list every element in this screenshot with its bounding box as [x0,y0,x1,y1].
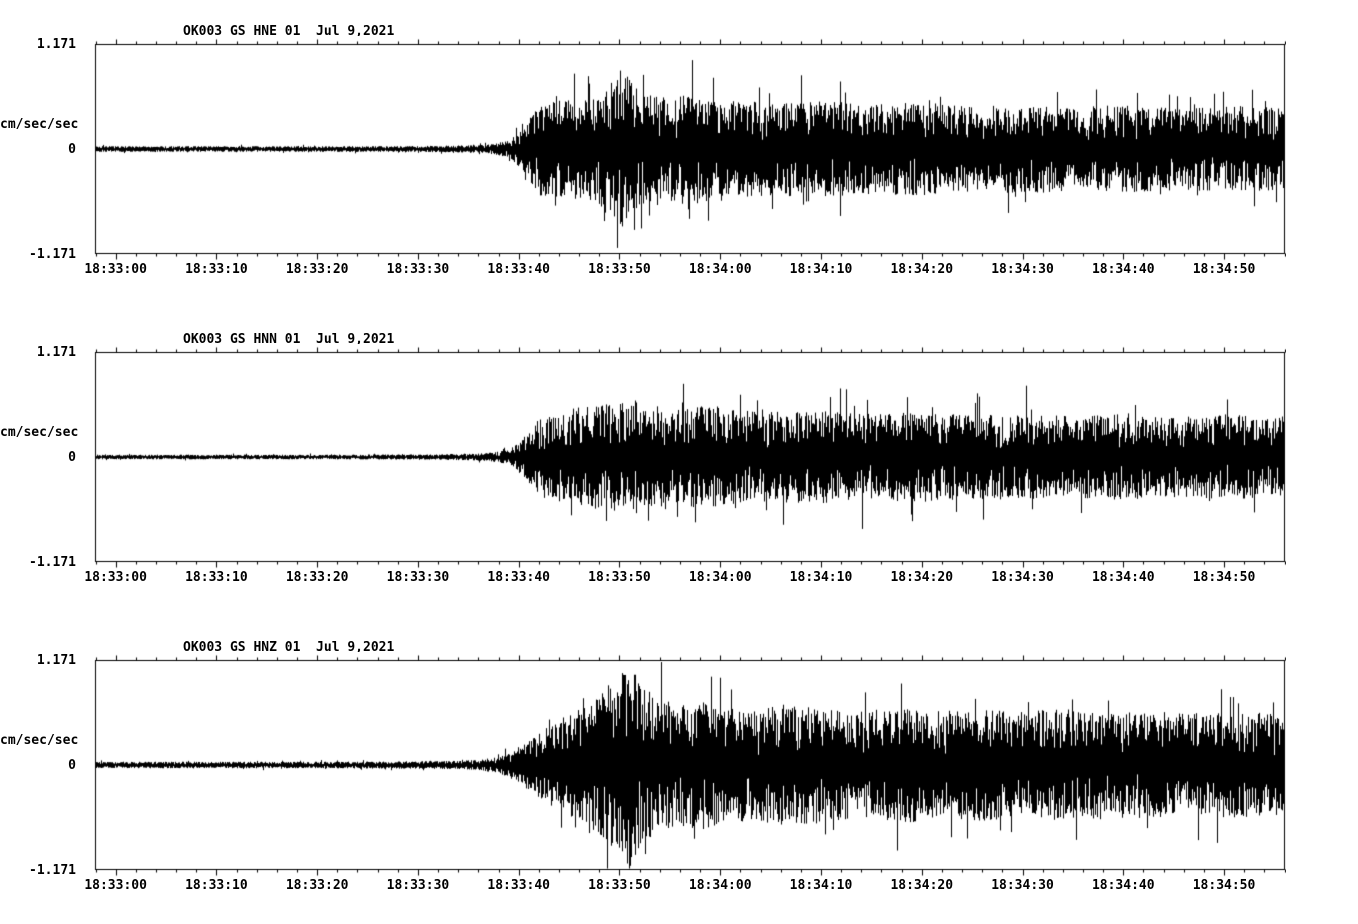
panel-title: OK003_GS_HNZ_01 Jul 9,2021 [183,640,395,655]
x-tick-label: 18:33:20 [285,262,349,277]
y-tick-label-zero: 0 [68,450,76,465]
x-tick-label: 18:33:20 [285,878,349,893]
waveform-canvas-hnn [94,344,1286,570]
seismogram-panel-hnz: OK003_GS_HNZ_01 Jul 9,2021 1.171 cm/sec/… [0,616,1358,924]
x-tick-label: 18:34:40 [1091,878,1155,893]
waveform-canvas-hne [94,36,1286,262]
seismogram-panel-hnn: OK003_GS_HNN_01 Jul 9,2021 1.171 cm/sec/… [0,308,1358,616]
x-tick-label: 18:34:30 [991,262,1054,277]
x-tick-label: 18:34:10 [789,262,853,277]
x-tick-label: 18:34:50 [1192,262,1256,277]
x-tick-label: 18:34:50 [1192,570,1256,585]
y-tick-label-zero: 0 [68,142,76,157]
x-axis-labels: 18:33:00 18:33:10 18:33:20 18:33:30 18:33:40… [0,262,1358,280]
x-tick-label: 18:34:00 [688,878,752,893]
y-tick-label-max: 1.171 [36,345,76,360]
x-tick-label: 18:33:30 [386,262,450,277]
x-tick-label: 18:33:00 [84,570,147,585]
y-tick-label-zero: 0 [68,758,76,773]
x-tick-label: 18:34:30 [991,570,1054,585]
x-tick-label: 18:33:50 [588,570,651,585]
y-tick-label-max: 1.171 [36,653,76,668]
x-tick-label: 18:33:10 [185,878,248,893]
waveform-canvas-hnz [94,652,1286,878]
x-tick-label: 18:33:30 [386,570,450,585]
x-tick-label: 18:33:50 [588,878,651,893]
y-axis-unit-label: cm/sec/sec [0,425,79,440]
x-tick-label: 18:34:20 [890,570,954,585]
y-tick-label-max: 1.171 [36,37,76,52]
x-axis-labels: 18:33:00 18:33:10 18:33:20 18:33:30 18:33:40… [0,878,1358,896]
x-tick-label: 18:33:40 [487,262,551,277]
x-tick-label: 18:34:50 [1192,878,1256,893]
x-tick-label: 18:34:30 [991,878,1054,893]
x-tick-label: 18:34:10 [789,570,853,585]
x-tick-label: 18:34:10 [789,878,853,893]
x-tick-label: 18:33:20 [285,570,349,585]
x-axis-labels: 18:33:00 18:33:10 18:33:20 18:33:30 18:33:40… [0,570,1358,588]
x-tick-label: 18:33:50 [588,262,651,277]
x-tick-label: 18:33:40 [487,878,551,893]
x-tick-label: 18:33:40 [487,570,551,585]
x-tick-label: 18:34:40 [1091,262,1155,277]
x-tick-label: 18:33:30 [386,878,450,893]
y-tick-label-min: -1.171 [29,247,76,262]
y-axis-unit-label: cm/sec/sec [0,117,79,132]
x-tick-label: 18:34:40 [1091,570,1155,585]
y-tick-label-min: -1.171 [29,863,76,878]
x-tick-label: 18:33:10 [185,570,248,585]
x-tick-label: 18:34:00 [688,262,752,277]
y-tick-label-min: -1.171 [29,555,76,570]
seismogram-panel-hne: OK003_GS_HNE_01 Jul 9,2021 1.171 cm/sec/… [0,0,1358,308]
panel-title: OK003_GS_HNE_01 Jul 9,2021 [183,24,395,39]
x-tick-label: 18:34:20 [890,878,954,893]
x-tick-label: 18:33:00 [84,878,147,893]
x-tick-label: 18:33:00 [84,262,147,277]
x-tick-label: 18:34:00 [688,570,752,585]
y-axis-unit-label: cm/sec/sec [0,733,79,748]
x-tick-label: 18:34:20 [890,262,954,277]
panel-title: OK003_GS_HNN_01 Jul 9,2021 [183,332,395,347]
x-tick-label: 18:33:10 [185,262,248,277]
